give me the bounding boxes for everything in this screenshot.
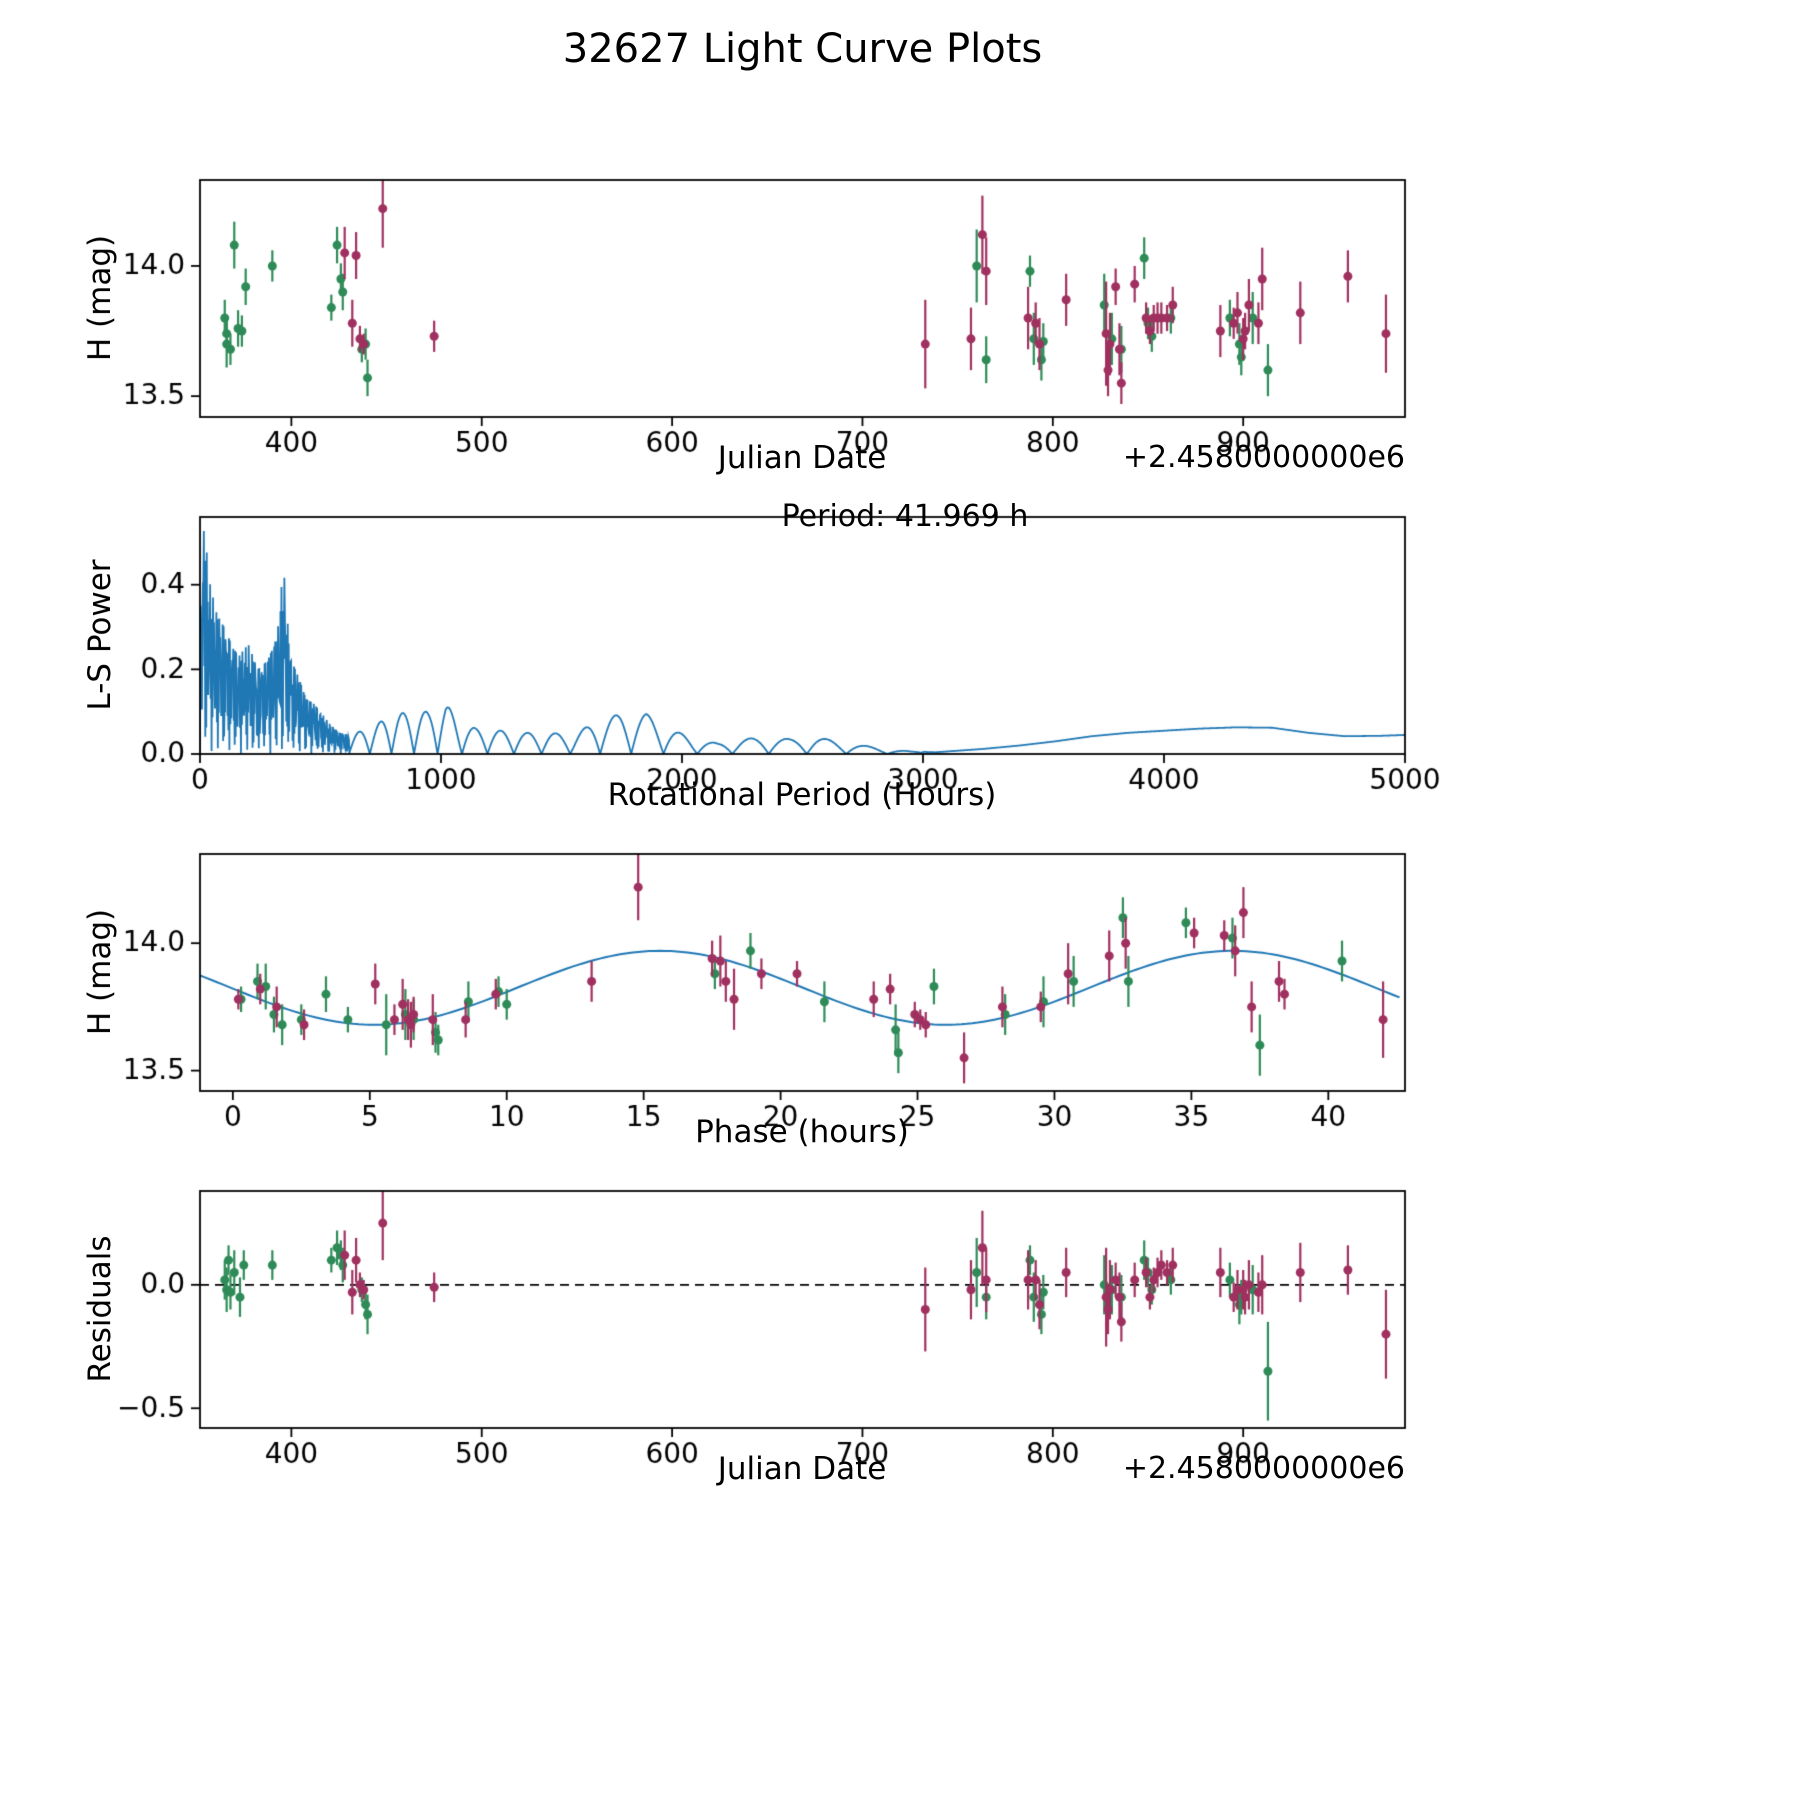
phase-curve-chart: H (mag) Phase (hours)	[0, 824, 1800, 1161]
phase-curve-canvas	[0, 824, 1800, 1161]
jd-lightcurve-canvas	[0, 150, 1800, 487]
periodogram-chart: Period: 41.969 h L-S Power Rotational Pe…	[0, 487, 1800, 824]
residuals-chart: Residuals Julian Date +2.4580000000e6	[0, 1161, 1800, 1498]
phase-curve-ylabel: H (mag)	[82, 908, 118, 1036]
residuals-axis-offset: +2.4580000000e6	[1122, 1451, 1405, 1486]
jd-lightcurve-ylabel: H (mag)	[82, 234, 118, 362]
jd-lightcurve-xlabel: Julian Date	[717, 440, 887, 476]
residuals-xlabel: Julian Date	[717, 1451, 887, 1487]
phase-curve-xlabel: Phase (hours)	[695, 1114, 909, 1150]
jd-lightcurve-chart: H (mag) Julian Date +2.4580000000e6	[0, 150, 1800, 487]
periodogram-canvas	[0, 487, 1800, 824]
figure-title: 32627 Light Curve Plots	[562, 26, 1043, 72]
residuals-canvas	[0, 1161, 1800, 1498]
period-annotation: Period: 41.969 h	[781, 499, 1029, 534]
jd-lightcurve-axis-offset: +2.4580000000e6	[1122, 440, 1405, 475]
periodogram-xlabel: Rotational Period (Hours)	[607, 777, 997, 813]
periodogram-ylabel: L-S Power	[82, 559, 118, 711]
residuals-ylabel: Residuals	[82, 1235, 118, 1383]
